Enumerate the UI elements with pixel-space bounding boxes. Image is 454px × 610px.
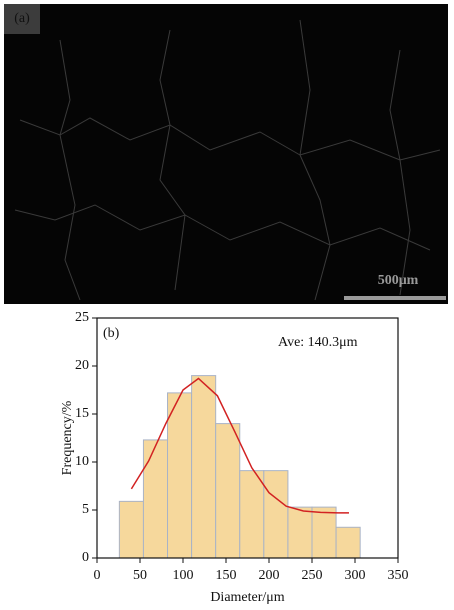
y-tick-label: 20: [75, 358, 89, 373]
bar: [167, 392, 193, 559]
bar: [311, 506, 337, 559]
bar: [263, 470, 289, 559]
bar: [215, 423, 241, 559]
x-tick-label: 350: [388, 568, 409, 583]
bar: [118, 500, 144, 559]
x-tick-label: 200: [259, 568, 280, 583]
fit-curve: [130, 377, 349, 514]
bar: [239, 470, 265, 559]
x-tick-label: 100: [173, 568, 194, 583]
bar: [287, 506, 313, 559]
y-tick-label: 25: [75, 310, 89, 325]
micrograph: (a) 500μm: [4, 4, 448, 304]
y-tick-label: 15: [75, 406, 89, 421]
y-tick-label: 10: [75, 454, 89, 469]
plot-frame: [96, 317, 399, 559]
panel-label: (a): [14, 11, 30, 26]
x-tick-label: 50: [133, 568, 147, 583]
bar: [142, 439, 169, 559]
x-tick-label: 250: [302, 568, 323, 583]
micrograph-image: [4, 4, 448, 304]
y-tick-label: 0: [82, 550, 89, 565]
scale-bar-label: 500μm: [378, 273, 419, 288]
y-axis-label: Frequency/%: [60, 400, 75, 475]
y-tick-label: 5: [82, 502, 89, 517]
x-axis-label: Diameter/μm: [210, 590, 284, 605]
x-tick-label: 300: [345, 568, 366, 583]
panel-label: (b): [103, 326, 120, 341]
x-tick-label: 150: [216, 568, 237, 583]
label-box: [4, 4, 40, 34]
grain-boundaries: [14, 19, 441, 301]
bar: [335, 526, 361, 559]
scale-bar: [344, 296, 446, 300]
x-tick-label: 0: [94, 568, 101, 583]
annotation: Ave: 140.3μm: [278, 335, 358, 350]
bar: [191, 375, 217, 559]
